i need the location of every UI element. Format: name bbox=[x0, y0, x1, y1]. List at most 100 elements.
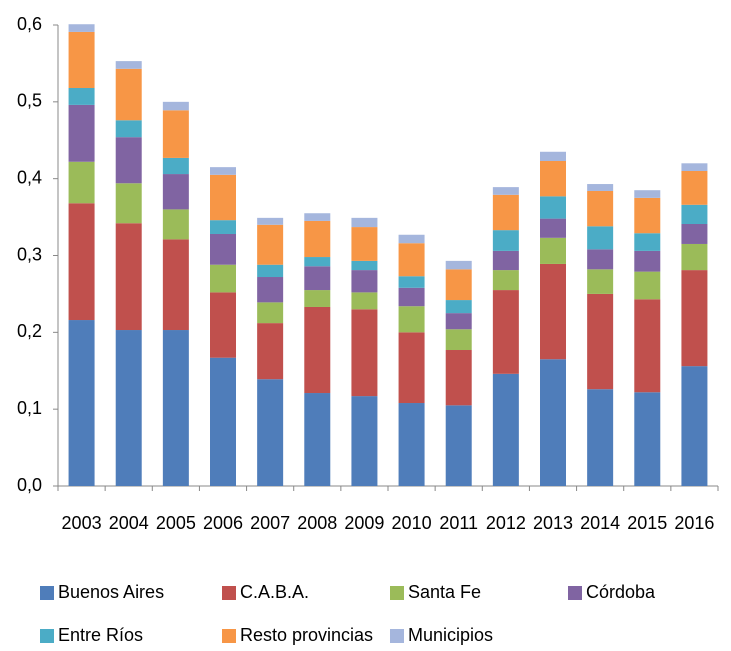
bar-segment bbox=[540, 359, 566, 486]
y-tick-label: 0,5 bbox=[17, 91, 42, 111]
bar-segment bbox=[304, 220, 331, 258]
legend-swatch bbox=[568, 586, 582, 600]
legend-swatch bbox=[390, 629, 404, 643]
y-tick-label: 0,3 bbox=[17, 244, 42, 264]
bar-segment bbox=[351, 292, 378, 310]
bar-segment bbox=[351, 309, 378, 397]
bar-segment bbox=[68, 88, 95, 105]
bar-segment bbox=[398, 243, 425, 277]
bar-segment bbox=[162, 157, 189, 175]
x-tick-label: 2004 bbox=[109, 513, 149, 533]
bar-segment bbox=[68, 320, 95, 486]
x-tick-label: 2011 bbox=[439, 513, 478, 533]
bar-segment bbox=[351, 227, 378, 261]
bar-segment bbox=[398, 287, 425, 307]
legend-swatch bbox=[222, 629, 236, 643]
bar-segment bbox=[351, 396, 378, 486]
bar-segment bbox=[681, 204, 708, 224]
bar-segment bbox=[540, 218, 566, 238]
bar-segment bbox=[257, 379, 284, 486]
bar-segment bbox=[210, 357, 236, 486]
bar-segment bbox=[681, 223, 708, 244]
bar-segment bbox=[681, 163, 708, 171]
y-tick-label: 0,4 bbox=[17, 167, 42, 187]
bar-segment bbox=[445, 269, 472, 301]
bar-segment bbox=[304, 213, 331, 221]
bar-segment bbox=[445, 329, 472, 351]
bar-segment bbox=[162, 174, 189, 210]
x-tick-label: 2014 bbox=[580, 513, 620, 533]
bar-segment bbox=[492, 270, 519, 291]
bar-segment bbox=[492, 373, 519, 486]
bar-segment bbox=[540, 160, 566, 197]
bar-segment bbox=[304, 306, 331, 394]
bar-segment bbox=[587, 190, 614, 227]
legend-swatch bbox=[40, 586, 54, 600]
bar-segment bbox=[587, 269, 614, 294]
bar-segment bbox=[587, 293, 614, 390]
y-tick-label: 0,6 bbox=[17, 14, 42, 34]
bar-segment bbox=[257, 224, 284, 265]
bar-segment bbox=[587, 226, 614, 250]
bar-segment bbox=[115, 61, 142, 69]
x-tick-label: 2013 bbox=[533, 513, 573, 533]
legend-label: Buenos Aires bbox=[58, 582, 164, 602]
legend-label: Santa Fe bbox=[408, 582, 481, 602]
legend-label: C.A.B.A. bbox=[240, 582, 309, 602]
bar-segment bbox=[540, 151, 566, 161]
bar-segment bbox=[115, 120, 142, 138]
bar-segment bbox=[257, 277, 284, 303]
bar-segment bbox=[634, 250, 661, 272]
bar-segment bbox=[445, 313, 472, 330]
bar-segment bbox=[162, 110, 189, 158]
bar-segment bbox=[304, 257, 331, 267]
legend-label: Resto provincias bbox=[240, 625, 373, 645]
bar-segment bbox=[445, 405, 472, 486]
bar-segment bbox=[445, 260, 472, 270]
bar-segment bbox=[210, 174, 236, 221]
x-tick-label: 2008 bbox=[297, 513, 337, 533]
bar-segment bbox=[681, 170, 708, 205]
bar-segment bbox=[398, 234, 425, 244]
bar-segment bbox=[257, 323, 284, 380]
bar-segment bbox=[540, 237, 566, 264]
bar-segment bbox=[210, 220, 236, 234]
legend-label: Córdoba bbox=[586, 582, 656, 602]
bar-segment bbox=[492, 187, 519, 195]
bar-segment bbox=[398, 306, 425, 333]
bar-segment bbox=[68, 104, 95, 162]
x-tick-label: 2003 bbox=[62, 513, 102, 533]
legend-swatch bbox=[390, 586, 404, 600]
bar-segment bbox=[304, 290, 331, 307]
bar-segment bbox=[634, 190, 661, 198]
legend-label: Entre Ríos bbox=[58, 625, 143, 645]
bar-segment bbox=[304, 393, 331, 486]
bar-segment bbox=[115, 68, 142, 121]
x-tick-label: 2015 bbox=[627, 513, 667, 533]
x-tick-label: 2009 bbox=[344, 513, 384, 533]
bar-segment bbox=[587, 184, 614, 191]
bar-segment bbox=[210, 233, 236, 265]
bar-segment bbox=[445, 300, 472, 314]
bar-segment bbox=[492, 194, 519, 231]
bar-segment bbox=[540, 263, 566, 360]
bar-segment bbox=[634, 271, 661, 300]
bar-segment bbox=[68, 31, 95, 89]
y-tick-label: 0,2 bbox=[17, 321, 42, 341]
bar-segment bbox=[492, 230, 519, 251]
bar-segment bbox=[634, 233, 661, 251]
bar-segment bbox=[587, 249, 614, 270]
x-tick-label: 2007 bbox=[250, 513, 290, 533]
bar-segment bbox=[681, 243, 708, 271]
legend-swatch bbox=[40, 629, 54, 643]
bar-segment bbox=[351, 217, 378, 228]
bar-segment bbox=[257, 264, 284, 278]
bar-segment bbox=[398, 403, 425, 486]
bar-segment bbox=[398, 332, 425, 404]
x-tick-label: 2006 bbox=[203, 513, 243, 533]
bar-segment bbox=[257, 302, 284, 324]
y-tick-label: 0,1 bbox=[17, 398, 42, 418]
bar-segment bbox=[115, 137, 142, 184]
bar-segment bbox=[492, 250, 519, 271]
